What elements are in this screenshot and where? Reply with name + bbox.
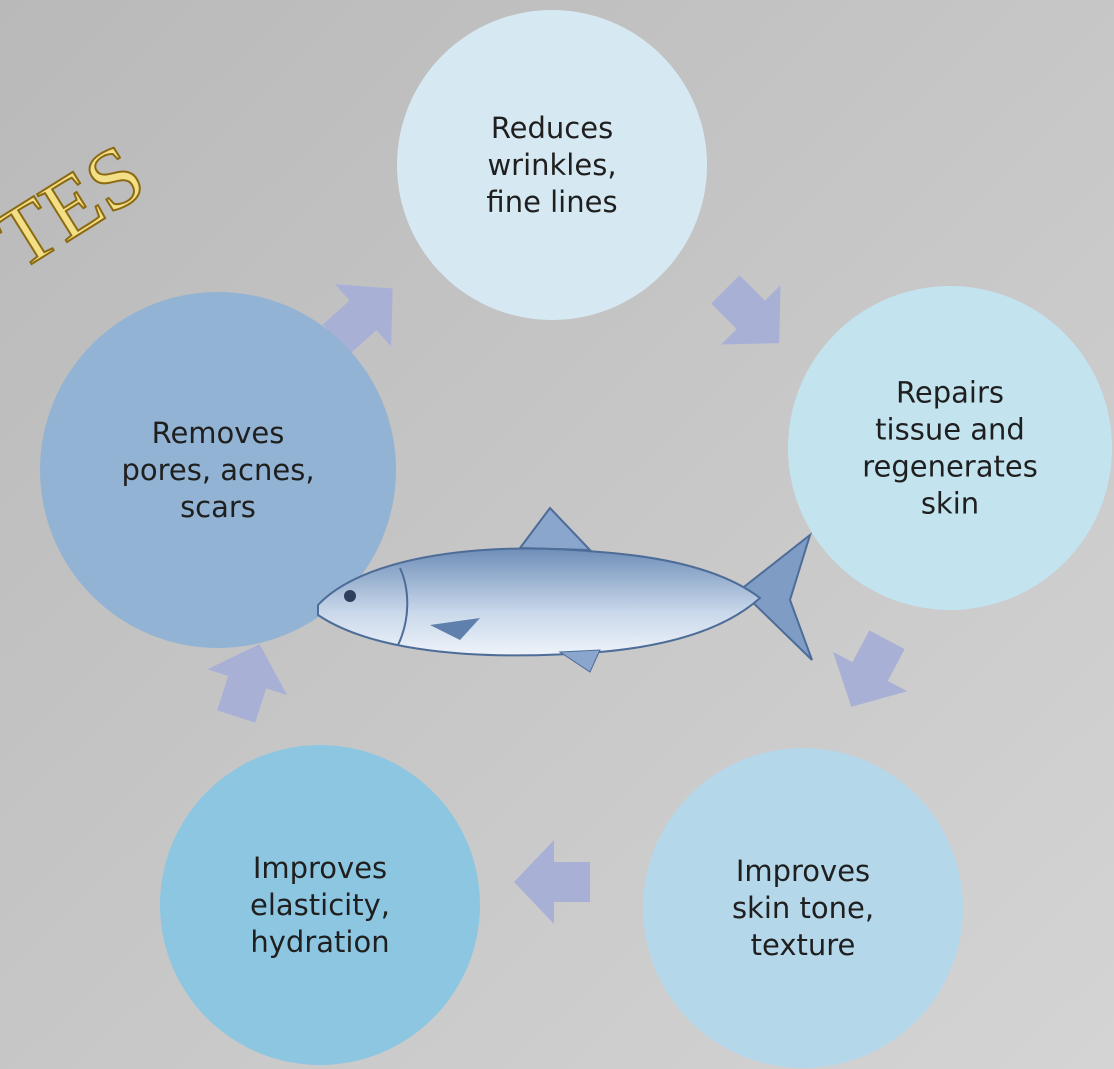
node-label: fine lines — [486, 185, 617, 219]
node-circle — [788, 286, 1112, 610]
node-label: Repairs — [896, 376, 1004, 410]
node-label: skin tone, — [732, 891, 874, 925]
node-label: pores, acnes, — [121, 453, 314, 487]
node-label: hydration — [250, 925, 389, 959]
fish-eye — [344, 590, 356, 602]
slide: TES Reduceswrinkles,fine linesRepairstis… — [0, 0, 1114, 1069]
node-label: texture — [751, 928, 856, 962]
node-label: scars — [180, 490, 256, 524]
node-label: skin — [921, 487, 979, 521]
node-label: regenerates — [862, 450, 1038, 484]
node-label: Improves — [253, 851, 387, 885]
node-label: Improves — [736, 854, 870, 888]
node-label: wrinkles, — [487, 148, 616, 182]
node-label: Removes — [152, 416, 285, 450]
node-label: tissue and — [875, 413, 1025, 447]
node-label: elasticity, — [250, 888, 390, 922]
node-label: Reduces — [491, 111, 613, 145]
